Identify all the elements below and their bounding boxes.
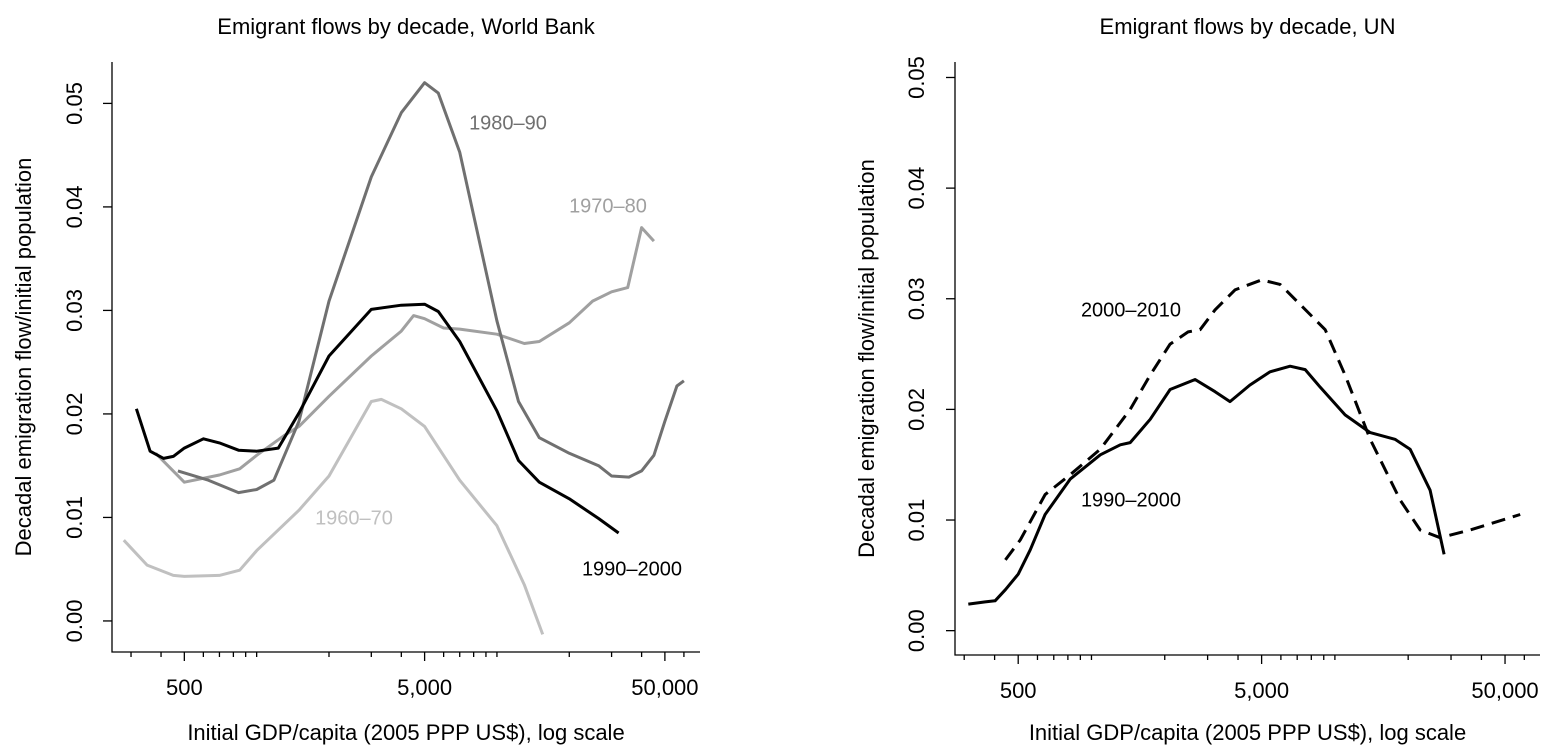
series-label: 1970–80 — [569, 195, 647, 217]
series-label: 1980–90 — [469, 112, 547, 134]
x-tick-label: 5,000 — [397, 675, 452, 700]
series-line — [154, 226, 656, 484]
x-axis-label: Initial GDP/capita (2005 PPP US$), log s… — [187, 720, 624, 745]
x-tick-label: 50,000 — [1471, 678, 1538, 703]
series-label: 1960–70 — [315, 507, 393, 529]
x-tick-label: 50,000 — [631, 675, 698, 700]
x-tick-label: 5,000 — [1234, 678, 1289, 703]
x-axis-label: Initial GDP/capita (2005 PPP US$), log s… — [1029, 720, 1466, 745]
axis-frame — [954, 62, 1540, 656]
y-tick-label: 0.04 — [904, 167, 929, 210]
y-tick-label: 0.00 — [62, 600, 87, 643]
y-tick-label: 0.05 — [62, 82, 87, 125]
y-tick-label: 0.04 — [62, 185, 87, 228]
chart-title: Emigrant flows by decade, UN — [1100, 14, 1396, 39]
y-tick-label: 0.02 — [62, 393, 87, 436]
y-tick-label: 0.01 — [62, 496, 87, 539]
series-line — [122, 397, 545, 635]
series-label: 1990–2000 — [1081, 489, 1181, 511]
y-tick-label: 0.00 — [904, 609, 929, 652]
series-line — [177, 81, 685, 495]
x-tick-label: 500 — [1000, 678, 1037, 703]
series-line — [134, 302, 620, 535]
y-axis-label: Decadal emigration flow/initial populati… — [11, 158, 36, 557]
y-tick-label: 0.01 — [904, 499, 929, 542]
y-tick-label: 0.03 — [62, 289, 87, 332]
series-label: 1990–2000 — [582, 558, 682, 580]
y-tick-label: 0.03 — [904, 277, 929, 320]
series-line — [1004, 278, 1521, 561]
chart-title: Emigrant flows by decade, World Bank — [217, 14, 595, 39]
y-tick-label: 0.05 — [904, 56, 929, 99]
x-tick-label: 500 — [166, 675, 203, 700]
y-tick-label: 0.02 — [904, 388, 929, 431]
series-label: 2000–2010 — [1081, 299, 1181, 321]
y-axis-label: Decadal emigration flow/initial populati… — [854, 159, 879, 558]
series-line — [968, 364, 1446, 606]
axis-frame — [111, 62, 700, 653]
